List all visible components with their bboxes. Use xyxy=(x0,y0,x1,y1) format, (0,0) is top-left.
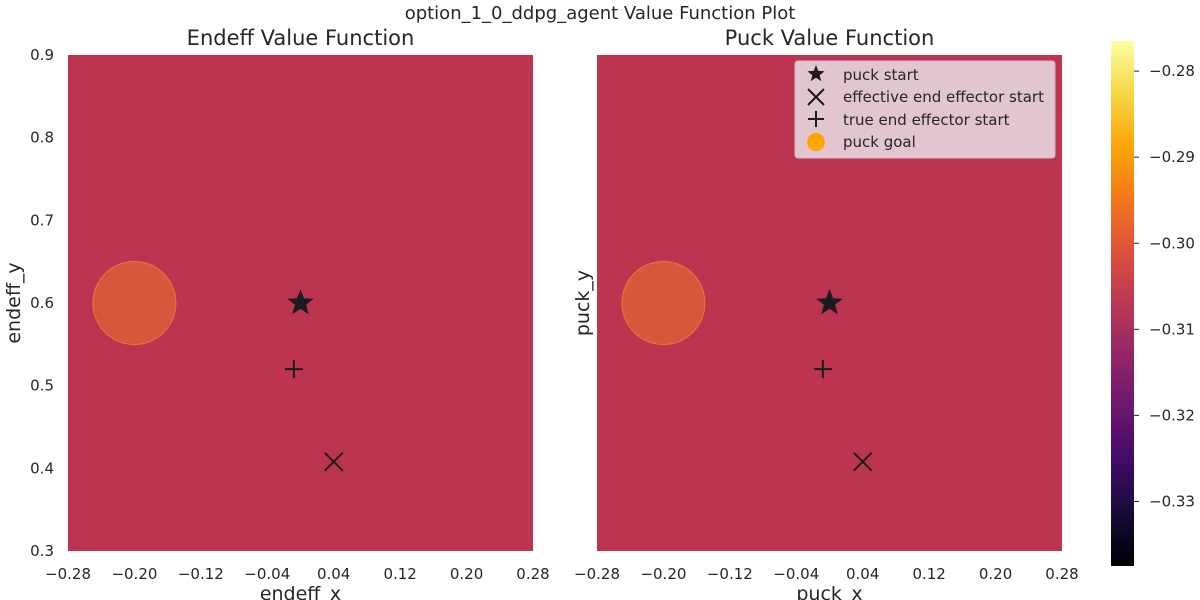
puck-x-tick-label: 0.28 xyxy=(1045,565,1078,583)
colorbar: −0.28 −0.29 −0.30 −0.31 −0.32 −0.33 xyxy=(1111,41,1195,566)
legend-box xyxy=(794,60,1056,159)
endeff-y-tick-label: 0.3 xyxy=(30,542,54,560)
endeff-x-tick-label: −0.20 xyxy=(111,565,157,583)
puck-x-tick-label: 0.20 xyxy=(979,565,1012,583)
legend-plus-glyph xyxy=(808,111,824,127)
puck-x-tick-label: −0.28 xyxy=(574,565,620,583)
puck-x-tick-label: −0.12 xyxy=(707,565,753,583)
endeff-x-tick-label: 0.20 xyxy=(450,565,483,583)
puck-panel-title: Puck Value Function xyxy=(725,26,935,50)
endeff-x-axis-label: endeff_x xyxy=(260,583,341,600)
endeff-x-tick-label: 0.28 xyxy=(516,565,549,583)
puck-puck-start-star xyxy=(816,289,843,315)
legend-star-glyph xyxy=(807,65,825,82)
endeff-y-tick-label: 0.8 xyxy=(30,129,54,147)
legend-item-puck-goal: puck goal xyxy=(807,133,916,151)
endeff-y-tick-label: 0.9 xyxy=(30,46,54,64)
legend-item-puck-start: puck start xyxy=(807,65,919,84)
colorbar-tick-label: −0.29 xyxy=(1149,148,1195,166)
colorbar-tick-label: −0.28 xyxy=(1149,62,1195,80)
puck-x-axis-label: puck_x xyxy=(796,583,862,600)
colorbar-tick-label: −0.33 xyxy=(1149,492,1195,510)
endeff-y-tick-label: 0.5 xyxy=(30,377,54,395)
endeff-panel: Endeff Value Function −0.28 −0.20 −0.12 −0.0… xyxy=(3,26,550,600)
legend-x-icon xyxy=(807,88,825,106)
endeff-panel-title: Endeff Value Function xyxy=(187,26,415,50)
endeff-x-tick-label: 0.12 xyxy=(383,565,416,583)
legend-label-puck-goal: puck goal xyxy=(843,133,916,151)
colorbar-tick-label: −0.31 xyxy=(1149,320,1195,338)
endeff-x-tick-label: −0.04 xyxy=(244,565,290,583)
colorbar-gradient xyxy=(1111,41,1134,566)
puck-y-axis-label: puck_y xyxy=(572,270,594,336)
colorbar-tick-label: −0.30 xyxy=(1149,234,1195,252)
colorbar-tick-label: −0.32 xyxy=(1149,406,1195,424)
endeff-x-tick-label: 0.04 xyxy=(317,565,350,583)
legend-item-effective-end-effector: effective end effector start xyxy=(807,88,1044,106)
endeff-puck-goal-circle xyxy=(92,260,177,346)
puck-puck-goal-circle xyxy=(621,260,706,346)
endeff-puck-start-star xyxy=(287,289,314,315)
endeff-true-end-effector-plus xyxy=(284,360,303,379)
endeff-x-tick-label: −0.28 xyxy=(45,565,91,583)
legend-circle-icon xyxy=(807,133,825,151)
puck-x-tick-label: 0.12 xyxy=(912,565,945,583)
figure-suptitle: option_1_0_ddpg_agent Value Function Plo… xyxy=(405,3,796,24)
legend-plus-icon xyxy=(808,111,824,127)
puck-true-end-effector-plus xyxy=(813,360,832,379)
legend-label-true-end-effector: true end effector start xyxy=(843,111,1010,129)
endeff-y-axis-label: endeff_y xyxy=(3,262,25,343)
endeff-effective-end-effector-x xyxy=(324,452,344,472)
legend-star-icon xyxy=(807,65,825,82)
legend-item-true-end-effector: true end effector start xyxy=(808,111,1010,129)
legend-x-glyph xyxy=(807,88,825,106)
endeff-y-tick-label: 0.4 xyxy=(30,459,54,477)
endeff-y-tick-label: 0.7 xyxy=(30,211,54,229)
puck-x-tick-label: 0.04 xyxy=(846,565,879,583)
endeff-x-tick-label: −0.12 xyxy=(178,565,224,583)
legend: puck start effective end effector start … xyxy=(794,60,1056,159)
endeff-y-tick-label: 0.6 xyxy=(30,294,54,312)
legend-label-puck-start: puck start xyxy=(843,66,919,84)
puck-effective-end-effector-x xyxy=(853,452,873,472)
puck-x-tick-label: −0.04 xyxy=(773,565,819,583)
legend-label-effective-end-effector: effective end effector start xyxy=(843,88,1044,106)
puck-x-tick-label: −0.20 xyxy=(640,565,686,583)
colorbar-ticks: −0.28 −0.29 −0.30 −0.31 −0.32 −0.33 xyxy=(1134,62,1195,510)
